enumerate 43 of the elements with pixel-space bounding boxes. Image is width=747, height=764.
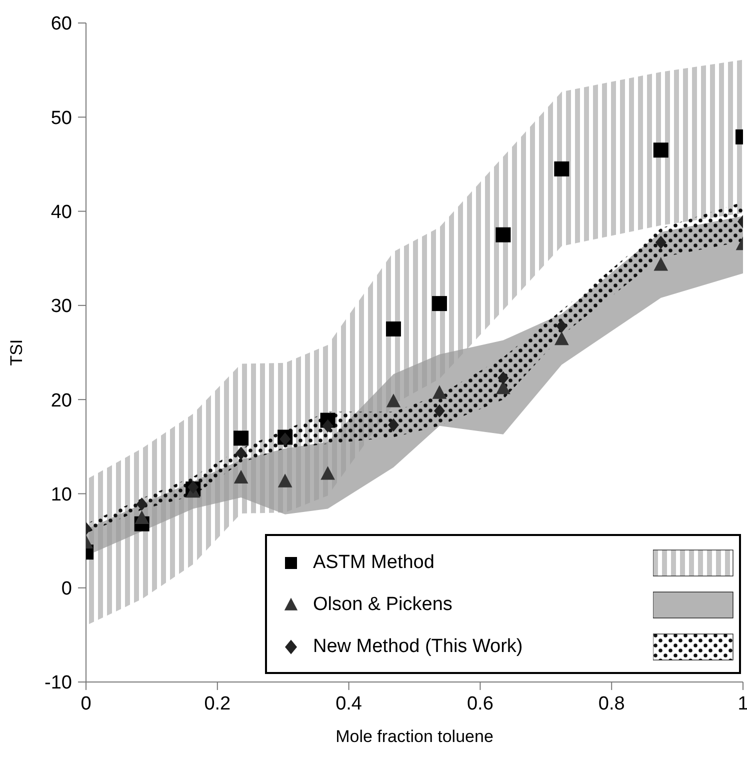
y-tick-label: 30 xyxy=(50,296,72,318)
point xyxy=(278,474,292,488)
point xyxy=(234,430,249,446)
point xyxy=(322,419,334,433)
x-axis-title: Mole fraction toluene xyxy=(336,727,494,746)
y-tick-label: 60 xyxy=(50,14,72,35)
x-tick-label: 0.2 xyxy=(204,693,231,714)
point xyxy=(556,320,568,333)
point xyxy=(432,296,447,312)
point xyxy=(388,418,399,432)
x-tick-label: 0 xyxy=(80,693,92,714)
point xyxy=(498,371,509,385)
legend-label: Olson & Pickens xyxy=(313,594,454,616)
point xyxy=(136,497,148,511)
y-tick-label: 50 xyxy=(50,108,72,129)
point xyxy=(653,142,668,158)
legend-label: ASTM Method xyxy=(313,552,436,574)
y-tick-label: 0 xyxy=(61,578,72,600)
point xyxy=(554,332,569,346)
point xyxy=(188,480,199,494)
y-tick-label: 10 xyxy=(50,484,72,506)
point xyxy=(655,236,666,249)
point xyxy=(234,470,248,484)
point xyxy=(434,404,445,418)
point xyxy=(554,161,570,176)
point xyxy=(236,446,247,460)
y-axis-title: TSI xyxy=(7,339,26,366)
y-tick-label: 20 xyxy=(50,390,72,412)
x-tick-label: 0.4 xyxy=(336,693,362,714)
point xyxy=(320,466,335,480)
legend-label: New Method (This Work) xyxy=(313,636,524,658)
y-tick-label: 40 xyxy=(50,202,72,224)
x-tick-label: 0.8 xyxy=(598,693,625,714)
point xyxy=(432,385,447,399)
point xyxy=(654,257,668,271)
point xyxy=(280,432,291,446)
point xyxy=(134,510,149,524)
y-tick-label: -10 xyxy=(44,672,72,694)
x-tick-label: 0.6 xyxy=(466,693,494,714)
point xyxy=(386,394,401,408)
point xyxy=(496,227,511,242)
x-tick-label: 1 xyxy=(738,693,747,714)
point xyxy=(386,321,401,336)
